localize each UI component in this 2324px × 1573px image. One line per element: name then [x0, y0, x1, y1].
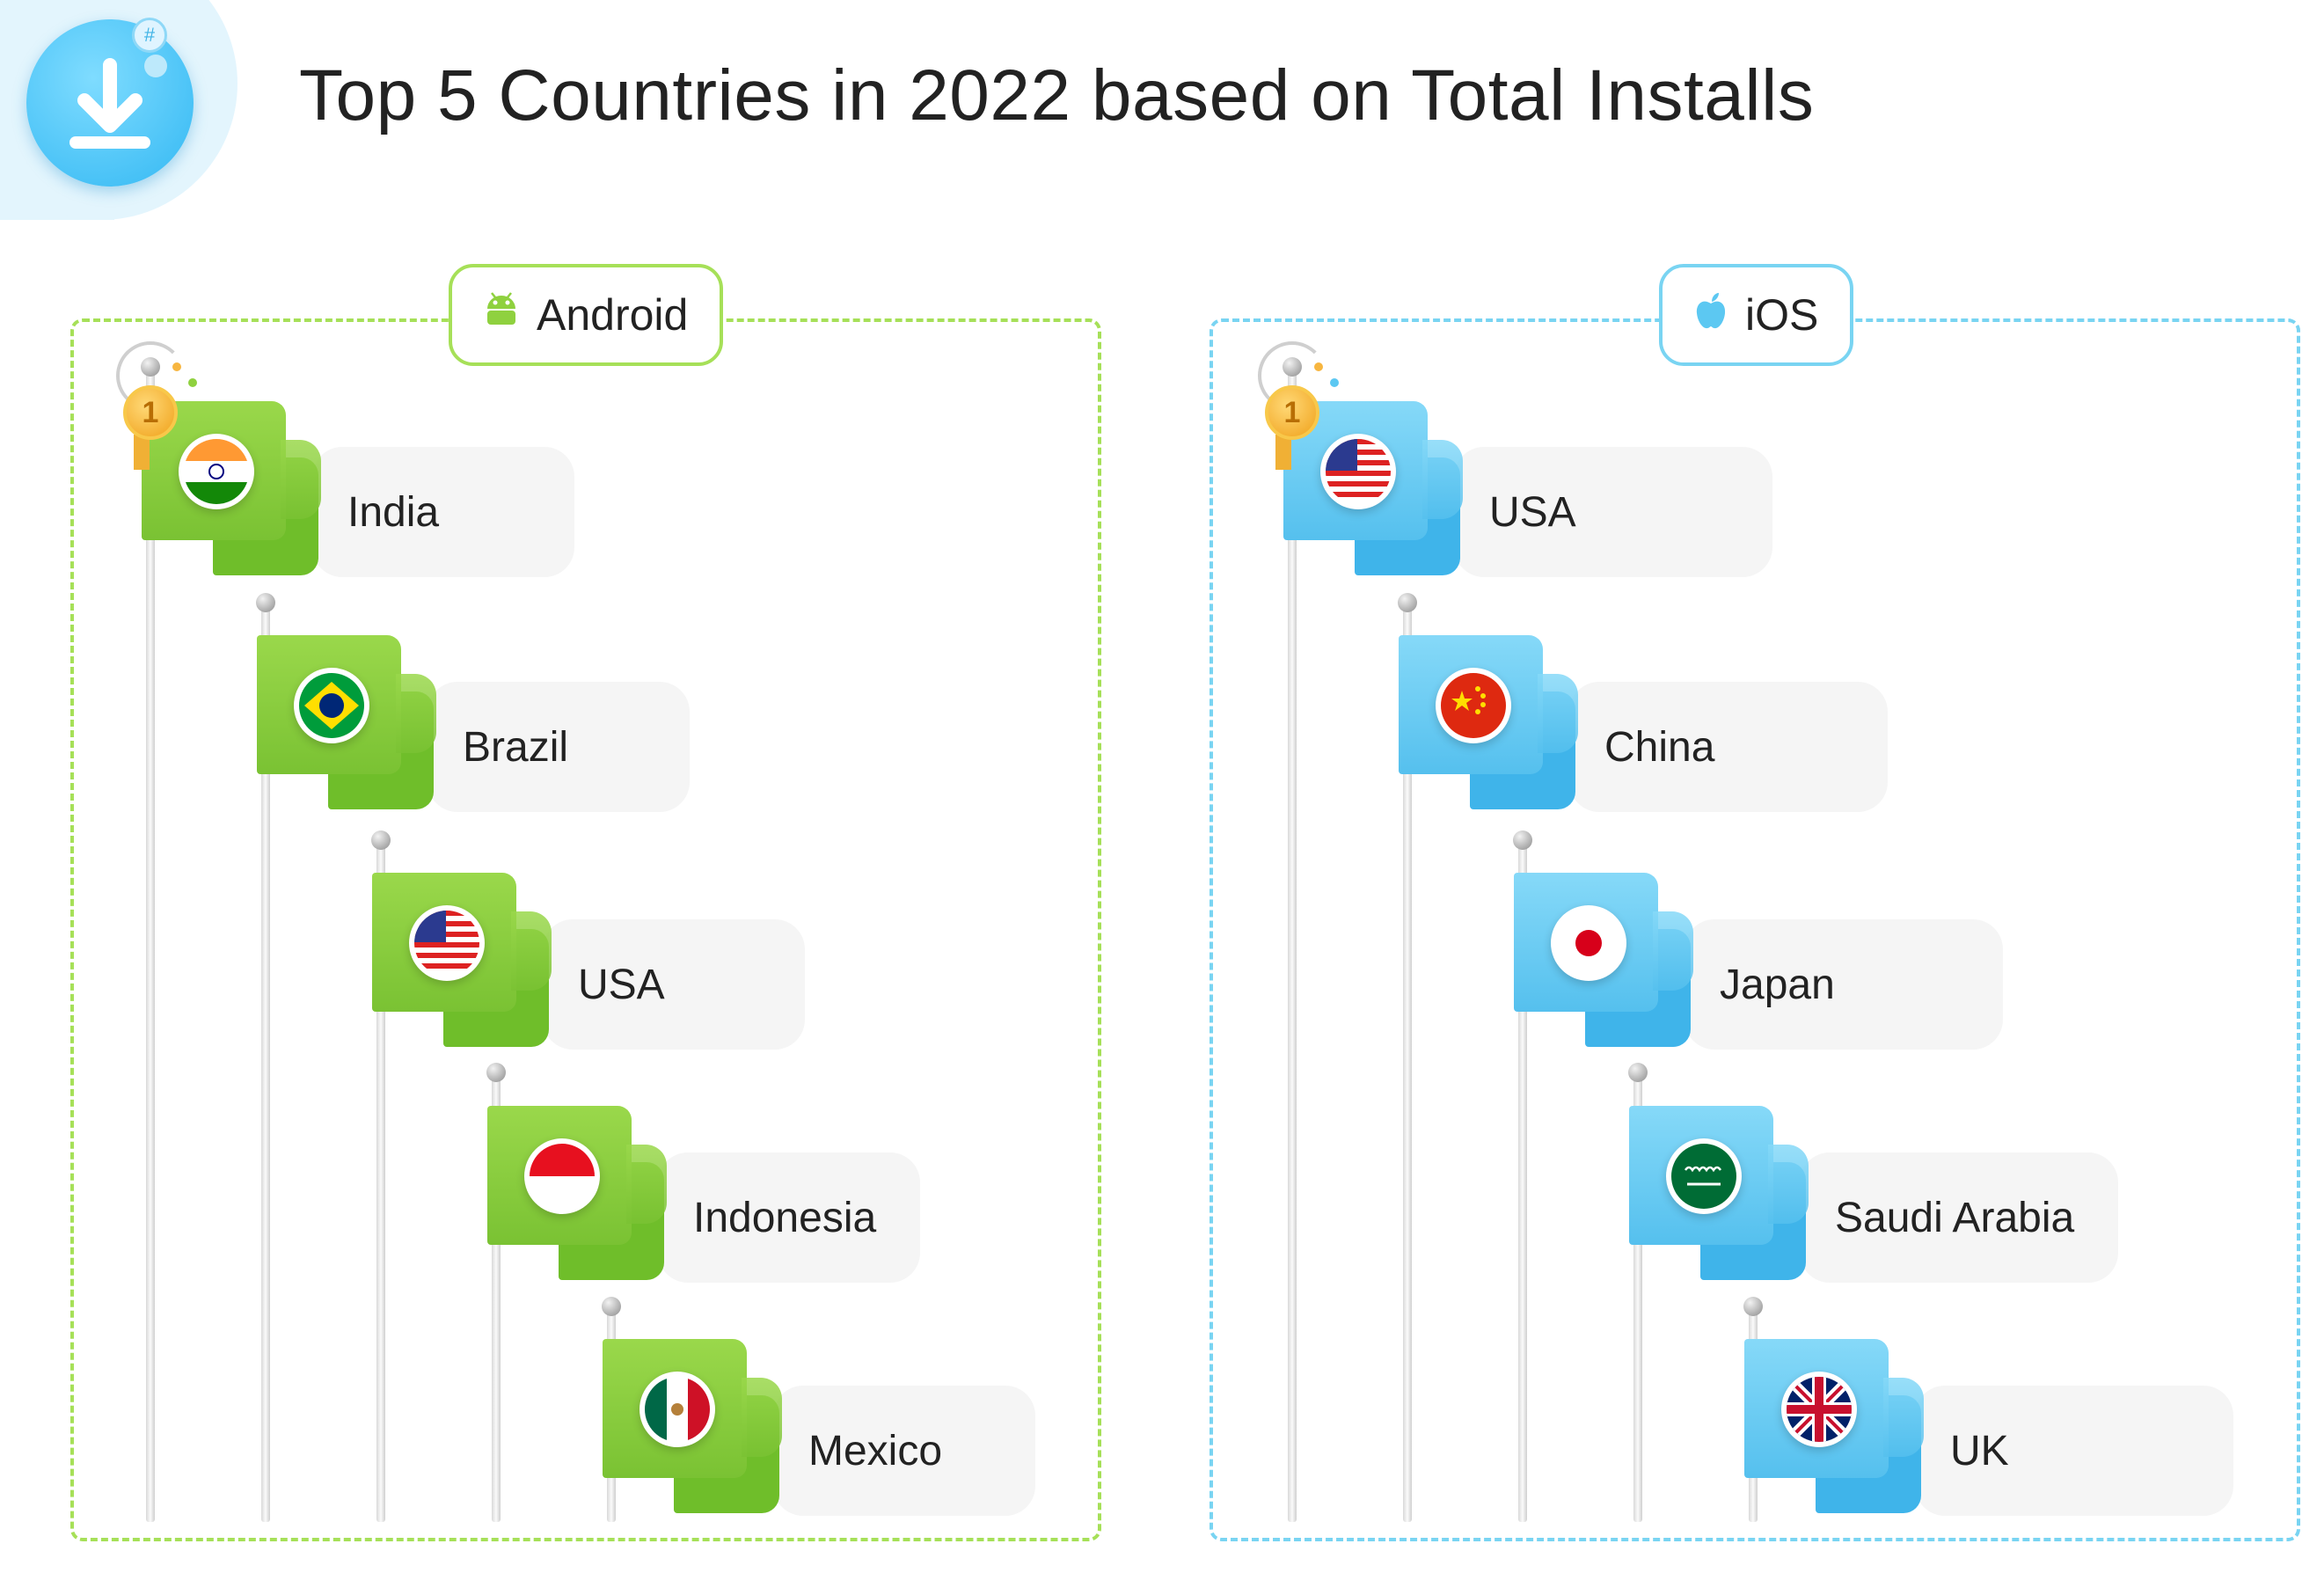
ios-tab: iOS	[1659, 264, 1854, 366]
country-label: China	[1569, 682, 1888, 812]
sparkle-icon	[172, 362, 181, 371]
country-label: Mexico	[773, 1386, 1035, 1516]
rank-1-medal: 1	[1265, 385, 1319, 440]
signal-arc	[116, 341, 185, 410]
india-flag-icon	[179, 434, 254, 509]
sparkle-icon	[1314, 362, 1323, 371]
signal-arc	[1258, 341, 1326, 410]
country-label: Japan	[1685, 919, 2003, 1050]
country-label: Brazil	[428, 682, 690, 812]
android-icon	[484, 289, 519, 340]
brazil-flag-icon	[294, 668, 369, 743]
page-title: Top 5 Countries in 2022 based on Total I…	[299, 55, 1815, 135]
country-label: Indonesia	[658, 1152, 920, 1283]
sparkle-icon	[1330, 378, 1339, 387]
country-label: Saudi Arabia	[1800, 1152, 2118, 1283]
indonesia-flag-icon	[524, 1138, 600, 1214]
japan-flag-icon	[1551, 905, 1626, 981]
country-label: India	[312, 447, 574, 577]
country-label: USA	[1454, 447, 1772, 577]
apple-icon	[1694, 289, 1728, 340]
mexico-flag-icon	[639, 1372, 715, 1447]
saudi-arabia-flag-icon	[1666, 1138, 1742, 1214]
ios-tab-label: iOS	[1745, 290, 1819, 340]
usa-flag-icon	[1320, 434, 1396, 509]
country-label: UK	[1915, 1386, 2233, 1516]
android-tab-label: Android	[537, 290, 689, 340]
sparkle-icon	[188, 378, 197, 387]
china-flag-icon	[1436, 668, 1511, 743]
usa-flag-icon	[409, 905, 485, 981]
download-icon	[26, 19, 194, 187]
hashtag-bubble-icon: #	[132, 18, 167, 53]
rank-1-medal: 1	[123, 385, 178, 440]
heart-bubble-icon	[144, 55, 167, 77]
country-label: USA	[543, 919, 805, 1050]
android-tab: Android	[449, 264, 724, 366]
uk-flag-icon	[1781, 1372, 1857, 1447]
